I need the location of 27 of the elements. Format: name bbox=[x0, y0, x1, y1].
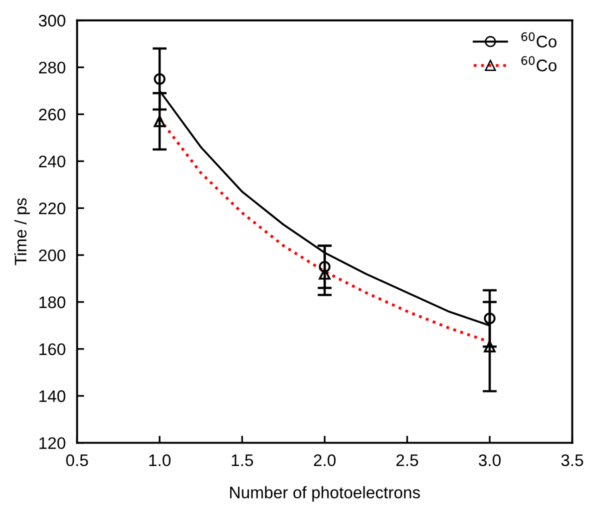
x-tick-label: 1.5 bbox=[232, 454, 254, 466]
y-tick-label: 260 bbox=[39, 108, 66, 120]
y-tick-label: 200 bbox=[39, 249, 66, 262]
y-tick-label: 220 bbox=[39, 202, 66, 214]
x-tick-label: 2.0 bbox=[314, 454, 336, 466]
y-tick-label: 280 bbox=[39, 62, 66, 74]
y-tick-label: 120 bbox=[39, 437, 66, 450]
y-tick-label: 240 bbox=[39, 156, 66, 168]
y-axis-title: Time / ps bbox=[14, 198, 30, 266]
x-tick-label: 0.5 bbox=[66, 454, 88, 466]
y-tick-label: 160 bbox=[39, 343, 66, 356]
point bbox=[154, 73, 166, 85]
point bbox=[484, 340, 496, 352]
point bbox=[154, 115, 166, 128]
x-tick-label: 3.5 bbox=[561, 454, 584, 466]
point bbox=[484, 312, 496, 324]
x-tick-label: 2.5 bbox=[396, 454, 418, 466]
legend-label: $^{60}$Co bbox=[521, 32, 556, 48]
x-tick-label: 3.0 bbox=[478, 454, 501, 466]
y-tick-label: 300 bbox=[38, 14, 66, 27]
point bbox=[318, 260, 331, 273]
y-tick-label: 140 bbox=[39, 390, 66, 402]
x-axis-title: Number of photoelectrons bbox=[230, 486, 420, 502]
y-tick-label: 180 bbox=[39, 296, 66, 308]
point bbox=[318, 268, 331, 280]
legend-label: $^{60}$Co bbox=[521, 56, 556, 72]
x-tick-label: 1.0 bbox=[149, 454, 171, 466]
